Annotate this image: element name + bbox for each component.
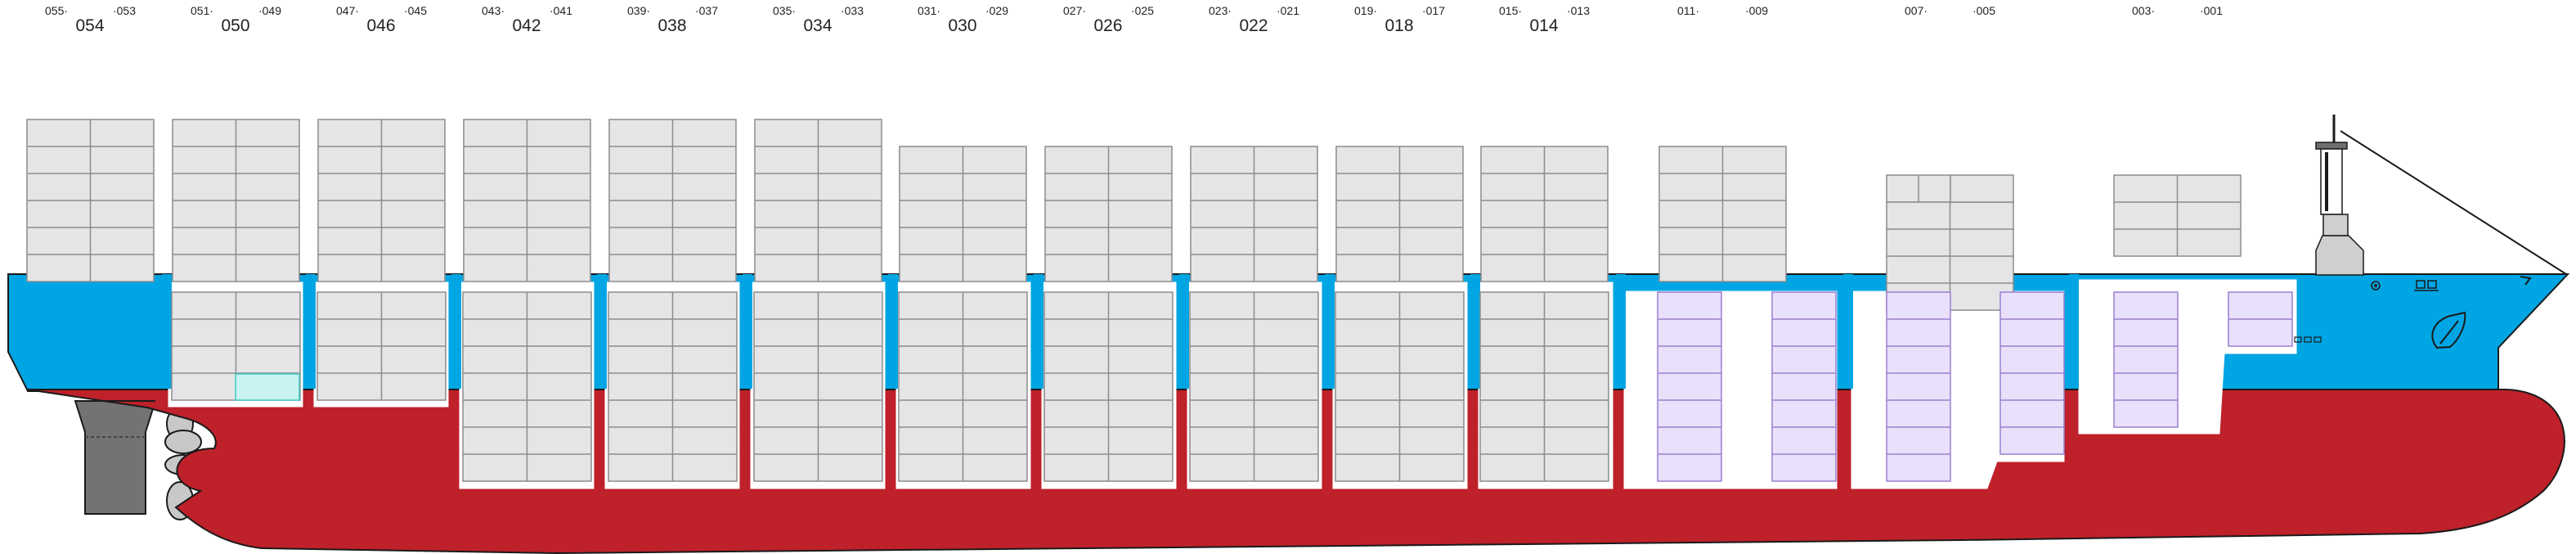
bay-label-main: 050 — [221, 16, 249, 35]
hull-frame — [162, 274, 172, 389]
bay-label-aft: ·041 — [550, 4, 572, 17]
bay-label-fore: 003· — [2132, 4, 2155, 17]
bay-label-fore: 011· — [1677, 4, 1699, 17]
reefer-container-stack — [1771, 291, 1837, 482]
bay-label-aft: ·033 — [841, 4, 864, 17]
bay-label-main: 014 — [1529, 16, 1558, 35]
bay-label-main: 026 — [1093, 16, 1122, 35]
hull-frame — [451, 274, 461, 389]
highlighted-container-slot — [235, 373, 300, 401]
reefer-container-stack — [1657, 291, 1722, 482]
bay-label-aft: ·025 — [1131, 4, 1154, 17]
hull-frame — [1843, 274, 1853, 389]
hull-frame — [1470, 274, 1480, 389]
hull-frame — [888, 274, 898, 389]
reefer-container-stack — [2113, 291, 2179, 428]
bay-label-fore: 051· — [191, 4, 213, 17]
bay-label-aft: ·053 — [113, 4, 136, 17]
hull-frame — [1034, 274, 1043, 389]
hatch-beam — [1624, 282, 2058, 289]
bay-label-fore: 039· — [627, 4, 650, 17]
bay-label-aft: ·029 — [985, 4, 1008, 17]
hull-frame — [743, 274, 752, 389]
bay-label-main: 046 — [366, 16, 395, 35]
bay-label-fore: 035· — [773, 4, 796, 17]
bay-label-aft: ·009 — [1745, 4, 1768, 17]
bay-label-fore: 023· — [1209, 4, 1232, 17]
bay-label-main: 018 — [1384, 16, 1413, 35]
mast — [2315, 115, 2567, 276]
hull-frame — [1179, 274, 1189, 389]
deck-container — [1950, 174, 2014, 203]
bay-label-fore: 027· — [1063, 4, 1086, 17]
bay-label-aft: ·045 — [404, 4, 427, 17]
hull-frame — [2069, 274, 2079, 389]
bay-label-fore: 015· — [1499, 4, 1522, 17]
bay-label-aft: ·049 — [258, 4, 281, 17]
bow-details — [2294, 276, 2532, 349]
bay-label-main: 034 — [803, 16, 832, 35]
bay-label-main: 038 — [657, 16, 686, 35]
bay-label-aft: ·017 — [1422, 4, 1445, 17]
hold-container-stacks — [171, 291, 2293, 482]
deck-container-stacks — [26, 119, 2242, 311]
bay-label-fore: 007· — [1905, 4, 1928, 17]
bay-label-main: 022 — [1239, 16, 1268, 35]
bay-label-fore: 055· — [45, 4, 68, 17]
hull-frame — [306, 274, 316, 389]
bay-label-main: 054 — [75, 16, 104, 35]
rudder — [74, 400, 157, 515]
bay-label-aft: ·005 — [1972, 4, 1995, 17]
bay-label-aft: ·021 — [1277, 4, 1299, 17]
bay-label-fore: 047· — [336, 4, 359, 17]
bay-label-fore: 019· — [1354, 4, 1377, 17]
hull-frame — [1616, 274, 1626, 389]
bay-number-labels: 055· ·053 054 051· ·049 050 047· ·045 046 043· ·04… — [45, 4, 2223, 35]
hull-frame — [1325, 274, 1335, 389]
bay-label-fore: 043· — [482, 4, 505, 17]
reefer-container-stack — [1886, 291, 1951, 482]
bay-label-main: 042 — [512, 16, 541, 35]
bay-label-aft: ·001 — [2200, 4, 2223, 17]
bay-label-fore: 031· — [918, 4, 940, 17]
bay-label-main: 030 — [948, 16, 976, 35]
anchor-icon — [2431, 311, 2466, 349]
bay-label-aft: ·037 — [695, 4, 718, 17]
hull-frame — [597, 274, 607, 389]
bay-label-aft: ·013 — [1567, 4, 1590, 17]
